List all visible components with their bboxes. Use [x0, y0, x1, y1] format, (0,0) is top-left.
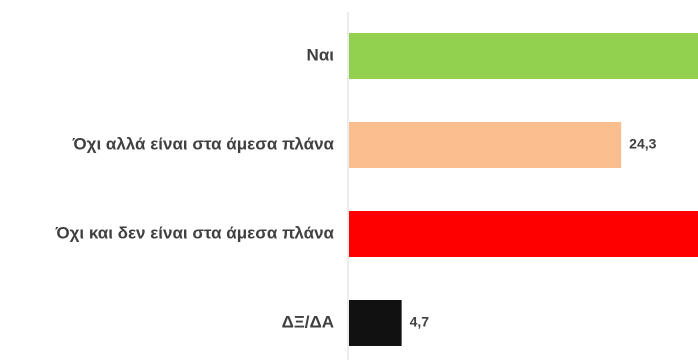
- category-label-3: Όχι και δεν είναι στα άμεσα πλάνα: [55, 223, 335, 242]
- labels-group: Ναι32,5Όχι αλλά είναι στα άμεσα πλάνα24,…: [55, 45, 657, 331]
- category-label-1: Ναι: [307, 45, 335, 64]
- bar-3: [349, 211, 698, 257]
- category-label-4: ΔΞ/ΔΑ: [282, 312, 334, 331]
- bar-2: [349, 122, 622, 168]
- value-label-4: 4,7: [410, 314, 430, 330]
- bar-4: [349, 300, 402, 346]
- category-label-2: Όχι αλλά είναι στα άμεσα πλάνα: [72, 134, 335, 153]
- value-label-2: 24,3: [629, 136, 656, 152]
- bars-group: [349, 33, 698, 346]
- bar-1: [349, 33, 698, 79]
